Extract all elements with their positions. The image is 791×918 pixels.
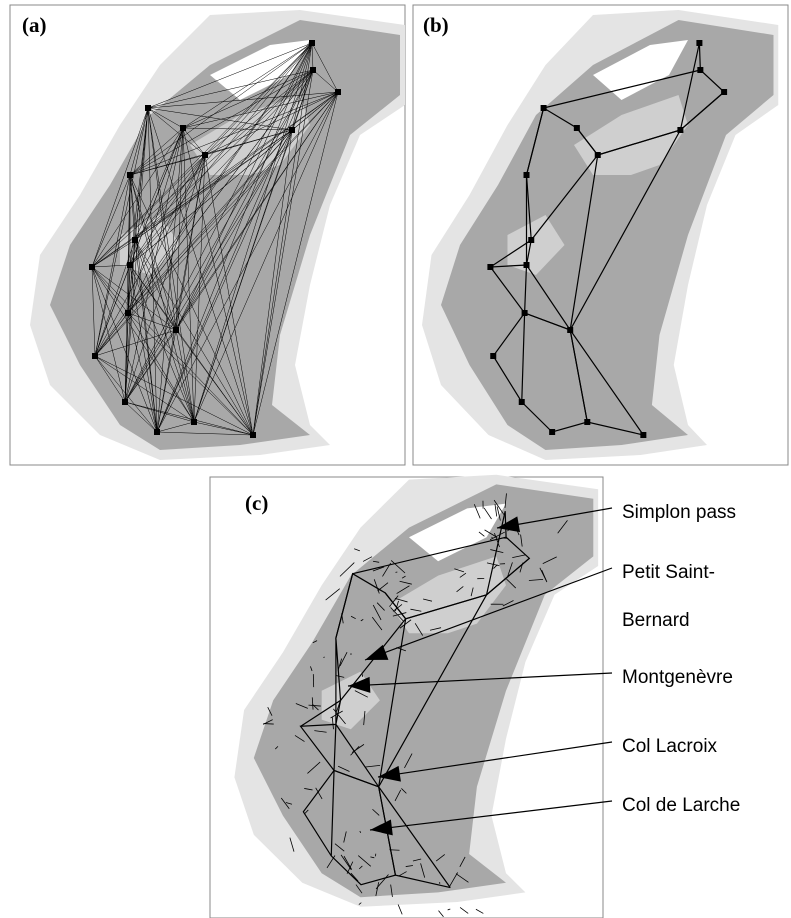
node xyxy=(519,399,525,405)
annotation-label: Bernard xyxy=(622,610,690,631)
node xyxy=(173,327,179,333)
node xyxy=(125,310,131,316)
node xyxy=(127,172,133,178)
node xyxy=(640,432,646,438)
annotation-label: Col Lacroix xyxy=(622,736,718,757)
node xyxy=(487,264,493,270)
node xyxy=(191,419,197,425)
panel-label: (c) xyxy=(245,491,268,515)
node xyxy=(154,429,160,435)
figure-canvas: (a) (b) (c) Simplon pass Petit Saint- Bern… xyxy=(0,0,791,918)
node xyxy=(89,264,95,270)
annotation-label: Petit Saint- xyxy=(622,562,715,583)
annotation-label: Simplon pass xyxy=(622,502,736,523)
node xyxy=(202,152,208,158)
node xyxy=(595,152,601,158)
node xyxy=(250,432,256,438)
node xyxy=(92,353,98,359)
node xyxy=(289,127,295,133)
node xyxy=(127,262,133,268)
node xyxy=(524,262,530,268)
node xyxy=(567,327,573,333)
node xyxy=(574,125,580,131)
node xyxy=(310,67,316,73)
node xyxy=(335,89,341,95)
node xyxy=(541,105,547,111)
node xyxy=(549,429,555,435)
figure: (a) (b) (c) Simplon pass Petit Saint- Bern… xyxy=(0,0,791,918)
node xyxy=(490,353,496,359)
node xyxy=(697,67,703,73)
road xyxy=(263,724,273,725)
node xyxy=(522,310,528,316)
node xyxy=(584,419,590,425)
node xyxy=(528,237,534,243)
node xyxy=(145,105,151,111)
annotation-label: Montgenèvre xyxy=(622,667,733,688)
node xyxy=(309,40,315,46)
node xyxy=(132,237,138,243)
panel-label: (b) xyxy=(423,13,449,37)
node xyxy=(180,125,186,131)
node xyxy=(524,172,530,178)
node xyxy=(696,40,702,46)
node xyxy=(677,127,683,133)
annotation-label: Col de Larche xyxy=(622,795,740,816)
node xyxy=(721,89,727,95)
panel-label: (a) xyxy=(22,13,47,37)
node xyxy=(122,399,128,405)
